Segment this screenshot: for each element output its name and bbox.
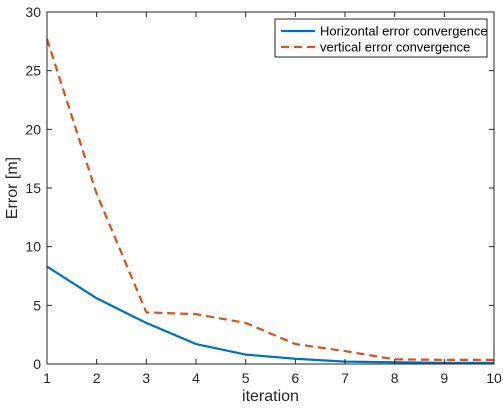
y-axis-label: Error [m] xyxy=(4,157,21,219)
axes-layer: 1 2 3 4 5 6 7 8 9 10 0 5 10 15 20 25 30 xyxy=(25,4,502,386)
series-line-horizontal xyxy=(46,265,494,364)
y-tick-label: 20 xyxy=(25,121,41,137)
x-tick-label: 5 xyxy=(242,370,250,386)
y-tick-label: 30 xyxy=(25,4,41,20)
x-tick-label: 4 xyxy=(192,370,200,386)
x-tick-label: 1 xyxy=(43,370,51,386)
y-tick-label: 5 xyxy=(33,297,41,313)
series-line-vertical xyxy=(45,38,494,361)
series-layer xyxy=(45,38,494,364)
x-tick-label: 6 xyxy=(291,370,299,386)
legend-box xyxy=(274,18,488,58)
x-tick-label: 9 xyxy=(440,370,448,386)
plot-area xyxy=(47,12,494,364)
y-tick-label: 10 xyxy=(25,239,41,255)
legend-label-horizontal: Horizontal error convergence xyxy=(320,24,488,39)
x-tick-label: 3 xyxy=(142,370,150,386)
x-tick-label: 7 xyxy=(341,370,349,386)
legend-label-vertical: vertical error convergence xyxy=(320,40,470,55)
x-axis-label: iteration xyxy=(242,388,299,405)
legend: Horizontal error convergence vertical er… xyxy=(274,18,488,58)
y-tick-label: 0 xyxy=(33,356,41,372)
x-tick-label: 10 xyxy=(486,370,502,386)
x-tick-label: 8 xyxy=(391,370,399,386)
plot-background xyxy=(47,12,494,364)
y-tick-label: 15 xyxy=(25,180,41,196)
x-tick-label: 2 xyxy=(93,370,101,386)
y-tick-label: 25 xyxy=(25,63,41,79)
